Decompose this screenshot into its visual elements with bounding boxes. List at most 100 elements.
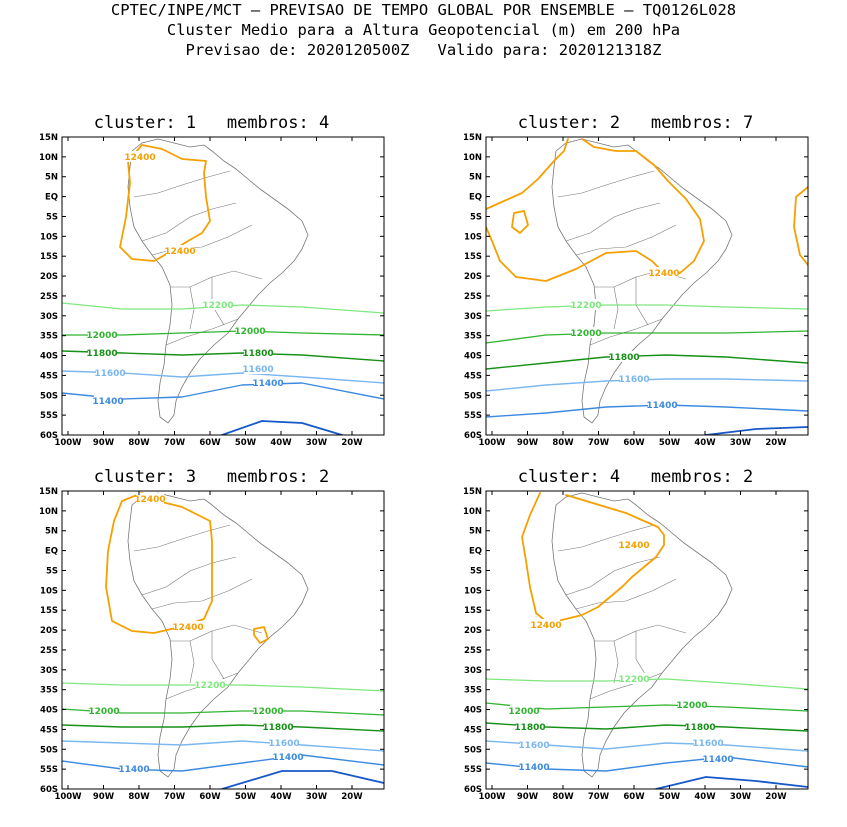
- map-panel-cluster-3: cluster: 3 membros: 2 12400 12400 12200 120…: [0, 467, 423, 827]
- contour-label-11800: 11800: [86, 349, 117, 359]
- country-border: [575, 578, 677, 610]
- lat-tick-label: 40S: [40, 352, 58, 362]
- contour-label-bg: [516, 721, 544, 732]
- lat-tick-label: 35S: [464, 332, 482, 342]
- country-border: [189, 286, 195, 330]
- lat-tick-label: 10S: [40, 586, 58, 596]
- lon-tick-label: 80W: [128, 438, 150, 448]
- contour-label-bg: [686, 721, 714, 732]
- contour-label-bg: [136, 493, 164, 504]
- lat-tick-label: 35S: [40, 332, 58, 342]
- lon-tick-label: 20W: [765, 438, 787, 448]
- lat-tick-label: 45S: [40, 371, 58, 381]
- lon-tick-label: 70W: [164, 438, 186, 448]
- contour-label-12400: 12400: [618, 541, 649, 551]
- panel-title: cluster: 3 membros: 2: [93, 467, 330, 487]
- contour-label-11400: 11400: [646, 401, 677, 411]
- contour-label-11400: 11400: [702, 755, 733, 765]
- lon-tick-label: 50W: [235, 792, 257, 802]
- contour-line-12400: [486, 138, 569, 210]
- contour-label-11400: 11400: [252, 379, 283, 389]
- lat-tick-label: 5S: [46, 212, 58, 222]
- contour-label-bg: [88, 329, 116, 340]
- contour-label-11800: 11800: [242, 349, 273, 359]
- header-line-3: Previsao de: 2020120500Z Valido para: 20…: [185, 41, 662, 59]
- lat-tick-label: 45S: [464, 725, 482, 735]
- lat-tick-label: 55S: [40, 765, 58, 775]
- lon-tick-label: 80W: [552, 438, 574, 448]
- lat-tick-label: 20S: [40, 272, 58, 282]
- lat-tick-label: 20S: [40, 626, 58, 636]
- lon-tick-label: 100W: [478, 792, 506, 802]
- contour-label-12200: 12200: [194, 681, 225, 691]
- lat-tick-label: 25S: [464, 292, 482, 302]
- contour-label-12000: 12000: [508, 707, 539, 717]
- lat-tick-label: 10S: [464, 232, 482, 242]
- contour-line-11200: [655, 776, 808, 789]
- lon-tick-label: 80W: [128, 792, 150, 802]
- lat-tick-label: 25S: [40, 646, 58, 656]
- contour-label-11400: 11400: [272, 753, 303, 763]
- contour-line-11800: [62, 724, 384, 732]
- contour-label-bg: [94, 395, 122, 406]
- lat-tick-label: 5N: [469, 527, 482, 537]
- contour-label-12200: 12200: [618, 675, 649, 685]
- contour-label-bg: [120, 763, 148, 774]
- map-svg: 12400 12200 12000 11800 11600 11400 15N 10N 5N EQ…: [463, 133, 809, 448]
- lat-tick-label: EQ: [469, 547, 482, 557]
- contour-label-12400: 12400: [164, 247, 195, 257]
- contour-label-11600: 11600: [94, 369, 125, 379]
- lat-tick-label: 15S: [464, 606, 482, 616]
- lon-tick-label: 90W: [93, 438, 115, 448]
- map-frame: [485, 136, 809, 436]
- contour-label-bg: [196, 679, 224, 690]
- lat-tick-label: 60S: [464, 431, 482, 441]
- contour-label-bg: [694, 737, 722, 748]
- contour-line-12400: [521, 492, 665, 624]
- panel-title: cluster: 1 membros: 4: [93, 113, 330, 133]
- lat-tick-label: 50S: [464, 391, 482, 401]
- contour-line-12400: [486, 138, 705, 282]
- contour-label-bg: [620, 673, 648, 684]
- contour-label-11800: 11800: [262, 723, 293, 733]
- lat-tick-label: 15S: [464, 252, 482, 262]
- contour-line-11200: [221, 770, 384, 789]
- lat-tick-label: 20S: [464, 272, 482, 282]
- map-svg: 12400 12400 12200 12000 12000 11800 11600 11400…: [39, 487, 385, 802]
- contour-label-bg: [704, 753, 732, 764]
- lon-tick-label: 30W: [306, 792, 328, 802]
- contour-label-12400: 12400: [124, 153, 155, 163]
- lat-tick-label: 25S: [464, 646, 482, 656]
- lat-tick-label: EQ: [45, 547, 58, 557]
- contour-label-bg: [520, 739, 548, 750]
- contour-label-11800: 11800: [684, 723, 715, 733]
- lat-tick-label: 5S: [470, 212, 482, 222]
- contour-label-bg: [678, 699, 706, 710]
- country-border: [565, 202, 661, 242]
- contour-label-11600: 11600: [692, 739, 723, 749]
- lat-tick-label: 55S: [464, 411, 482, 421]
- country-border: [589, 672, 663, 700]
- lat-tick-label: 30S: [40, 312, 58, 322]
- lat-tick-label: 60S: [40, 431, 58, 441]
- lon-tick-label: 100W: [478, 438, 506, 448]
- lon-tick-label: 60W: [623, 792, 645, 802]
- country-border: [575, 224, 677, 256]
- contour-label-bg: [174, 621, 202, 632]
- lon-tick-label: 70W: [164, 792, 186, 802]
- lon-tick-label: 40W: [694, 792, 716, 802]
- lon-tick-label: 70W: [588, 792, 610, 802]
- country-border: [557, 170, 655, 198]
- contour-label-12400: 12400: [648, 269, 679, 279]
- contour-label-11400: 11400: [118, 765, 149, 775]
- map-svg: 12400 12400 12200 12000 12000 11800 11800 11600…: [39, 133, 385, 448]
- lat-tick-label: 50S: [464, 745, 482, 755]
- contour-label-bg: [270, 737, 298, 748]
- country-border: [151, 578, 253, 610]
- country-border: [189, 640, 195, 684]
- lat-tick-label: 45S: [464, 371, 482, 381]
- lon-tick-label: 40W: [270, 438, 292, 448]
- contour-label-bg: [620, 373, 648, 384]
- coastline: [127, 492, 309, 778]
- lat-tick-label: 60S: [464, 785, 482, 795]
